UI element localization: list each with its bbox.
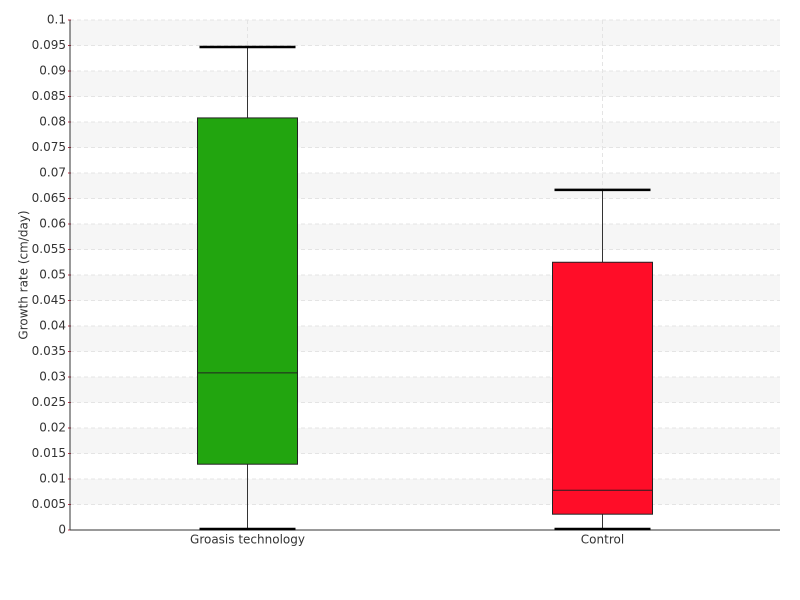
y-tick-label: 0.04: [39, 319, 66, 333]
grid-band: [70, 122, 780, 148]
y-tick-label: 0.065: [32, 191, 66, 205]
y-tick-label: 0.06: [39, 217, 66, 231]
box: [552, 261, 653, 515]
grid-band: [70, 377, 780, 403]
y-tick-label: 0.075: [32, 140, 66, 154]
y-tick-label: 0.025: [32, 395, 66, 409]
grid-band: [70, 20, 780, 46]
y-tick-label: 0.045: [32, 293, 66, 307]
y-tick-label: 0.03: [39, 370, 66, 384]
y-tick-label: 0.1: [47, 13, 66, 27]
y-tick-label: 0.08: [39, 115, 66, 129]
grid-band: [70, 479, 780, 505]
y-tick-label: 0.095: [32, 38, 66, 52]
y-tick-label: 0.05: [39, 268, 66, 282]
y-tick-label: 0.01: [39, 472, 66, 486]
y-tick-label: 0.055: [32, 242, 66, 256]
y-tick-label: 0.035: [32, 344, 66, 358]
y-tick-label: 0.085: [32, 89, 66, 103]
grid-band: [70, 173, 780, 199]
y-axis-label: Growth rate (cm/day): [17, 210, 31, 339]
box: [197, 117, 298, 465]
grid-band: [70, 326, 780, 352]
grid-band: [70, 224, 780, 250]
x-tick-label: Groasis technology: [190, 533, 305, 547]
y-tick-label: 0.07: [39, 166, 66, 180]
y-tick-label: 0.02: [39, 421, 66, 435]
grid-band: [70, 71, 780, 97]
grid-band: [70, 275, 780, 301]
y-tick-label: 0.015: [32, 446, 66, 460]
y-tick-label: 0.005: [32, 497, 66, 511]
y-tick-label: 0: [58, 523, 66, 537]
x-tick-label: Control: [581, 533, 624, 547]
grid-band: [70, 428, 780, 454]
y-tick-label: 0.09: [39, 64, 66, 78]
